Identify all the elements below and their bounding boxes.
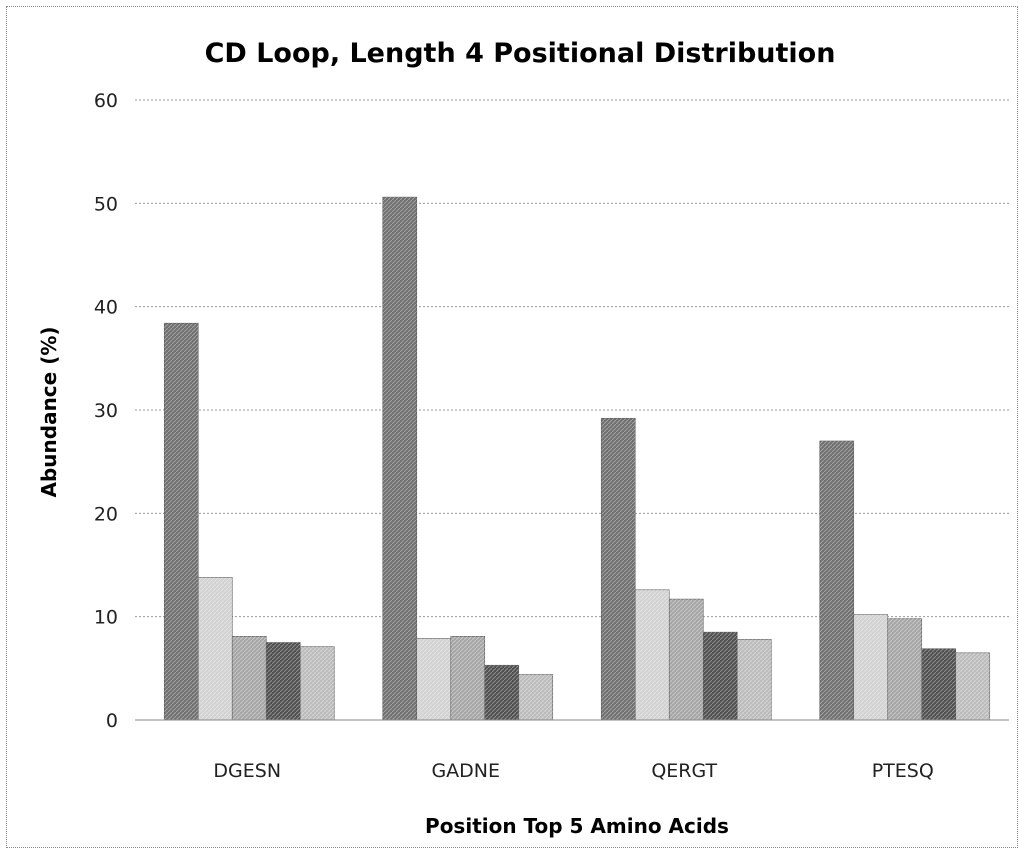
x-axis-label: Position Top 5 Amino Acids bbox=[425, 814, 729, 838]
bar-texture bbox=[819, 441, 854, 720]
bar-texture bbox=[921, 648, 956, 720]
y-tick-label: 40 bbox=[94, 297, 118, 319]
bar-texture bbox=[232, 636, 267, 720]
bar-texture bbox=[266, 642, 301, 720]
bar-texture bbox=[450, 636, 485, 720]
bars bbox=[163, 196, 991, 721]
bar-texture bbox=[853, 614, 888, 720]
bar-texture bbox=[955, 652, 990, 720]
bar-texture bbox=[484, 665, 519, 720]
y-tick-label: 30 bbox=[94, 400, 118, 422]
y-axis-ticks: 0 10 20 30 40 50 60 bbox=[94, 90, 118, 732]
y-tick-label: 20 bbox=[94, 503, 118, 525]
x-category-label: QERGT bbox=[651, 760, 717, 782]
x-axis-categories: DGESN GADNE QERGT PTESQ bbox=[213, 760, 933, 782]
bar-texture bbox=[198, 577, 233, 720]
bar-texture bbox=[518, 674, 553, 720]
chart-frame bbox=[6, 6, 1018, 848]
y-tick-label: 10 bbox=[94, 607, 118, 629]
x-category-label: GADNE bbox=[431, 760, 500, 782]
y-tick-label: 60 bbox=[94, 90, 118, 112]
x-category-label: PTESQ bbox=[872, 760, 934, 782]
gridlines bbox=[135, 99, 1009, 618]
bar-texture bbox=[382, 197, 417, 721]
bar-texture bbox=[669, 599, 704, 720]
x-category-label: DGESN bbox=[213, 760, 281, 782]
y-axis-label: Abundance (%) bbox=[37, 326, 61, 497]
bar-texture bbox=[164, 323, 199, 720]
y-tick-label: 50 bbox=[94, 193, 118, 215]
bar-texture bbox=[737, 639, 772, 720]
y-tick-label: 0 bbox=[106, 710, 118, 732]
bar-texture bbox=[601, 418, 636, 720]
bar-texture bbox=[300, 646, 335, 720]
bar-texture bbox=[635, 589, 670, 720]
bar-texture bbox=[703, 632, 738, 720]
bar-texture bbox=[416, 638, 451, 720]
bar-texture bbox=[887, 618, 922, 720]
chart-title: CD Loop, Length 4 Positional Distributio… bbox=[205, 38, 836, 69]
